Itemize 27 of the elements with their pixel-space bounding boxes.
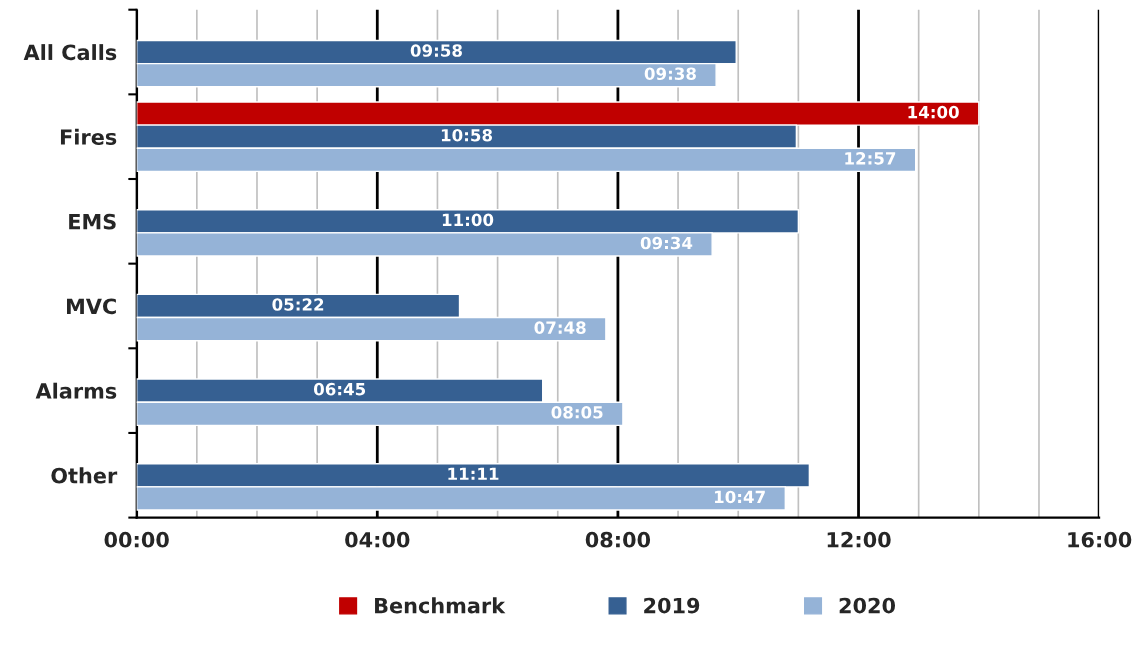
x-tick-label: 16:00 (1068, 531, 1132, 548)
x-tick-label: 12:00 (827, 531, 891, 548)
data-label: 10:58 (441, 128, 493, 142)
data-label: 12:57 (845, 152, 896, 165)
y-tick-label: All Calls (23, 44, 117, 61)
data-label: 08:05 (551, 405, 603, 419)
data-label: 11:11 (448, 467, 499, 480)
data-label: 10:47 (714, 490, 765, 504)
data-label: 14:00 (908, 105, 959, 119)
data-label: 11:00 (442, 213, 494, 227)
data-label: 09:58 (410, 44, 462, 57)
data-label: 07:48 (534, 321, 586, 334)
y-tick-label: Fires (60, 128, 117, 145)
x-tick-label: 00:00 (104, 531, 169, 548)
legend-label: 2019 (644, 597, 700, 614)
legend-label: Benchmark (375, 597, 506, 614)
x-tick-label: 08:00 (585, 531, 651, 548)
y-tick-label: Other (51, 467, 118, 484)
y-tick-label: Alarms (35, 382, 117, 399)
data-label: 05:22 (272, 298, 324, 311)
data-label: 09:34 (640, 236, 693, 250)
x-tick-label: 04:00 (345, 531, 410, 548)
data-label: 09:38 (644, 67, 696, 80)
legend-label: 2020 (839, 597, 896, 614)
y-tick-label: MVC (67, 298, 116, 315)
data-label: 06:45 (313, 382, 366, 396)
y-tick-label: EMS (69, 213, 116, 230)
